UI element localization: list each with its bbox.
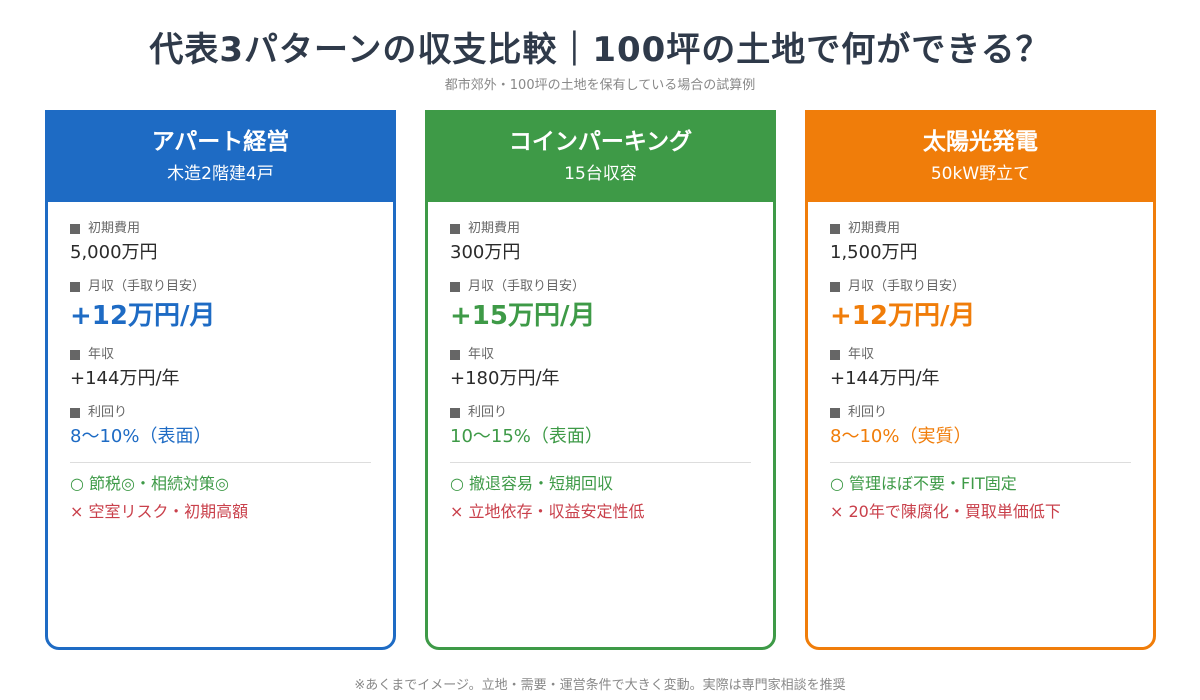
page-title: 代表3パターンの収支比較｜100坪の土地で何ができる？ (149, 30, 1051, 70)
initial-cost-value: 300万円 (450, 242, 521, 263)
pro-text: ○ 節税◎・相続対策◎ (70, 474, 229, 493)
annual-income-value: +144万円/年 (70, 368, 180, 389)
initial-cost-value: 1,500万円 (830, 242, 918, 263)
square-bullet-icon (830, 408, 840, 418)
card-subtitle: 木造2階建4戸 (167, 164, 274, 184)
yield-value: 8〜10%（実質） (830, 426, 972, 447)
pro-text: ○ 撤退容易・短期回収 (450, 474, 614, 493)
monthly-income-value: +12万円/月 (70, 301, 216, 331)
card-header: アパート経営 木造2階建4戸 (48, 113, 393, 202)
monthly-income-value: +15万円/月 (450, 301, 596, 331)
field-label: 年収 (848, 347, 875, 362)
field-monthly: 月収（手取り目安） +15万円/月 (450, 278, 751, 334)
square-bullet-icon (450, 408, 460, 418)
field-label: 月収（手取り目安） (468, 279, 586, 294)
card-title: 太陽光発電 (923, 129, 1038, 155)
square-bullet-icon (70, 408, 80, 418)
monthly-income-value: +12万円/月 (830, 301, 976, 331)
annual-income-value: +144万円/年 (830, 368, 940, 389)
con-text: × 空室リスク・初期高額 (70, 502, 249, 521)
annual-income-value: +180万円/年 (450, 368, 560, 389)
square-bullet-icon (830, 350, 840, 360)
field-label: 利回り (468, 405, 508, 420)
card-solar-power: 太陽光発電 50kW野立て 初期費用 1,500万円 月収（手取り目安） +12… (805, 110, 1156, 650)
card-body: 初期費用 1,500万円 月収（手取り目安） +12万円/月 年収 +144万円… (808, 202, 1153, 525)
card-grid: アパート経営 木造2階建4戸 初期費用 5,000万円 月収（手取り目安） +1… (45, 110, 1157, 650)
field-initial-cost: 初期費用 1,500万円 (830, 220, 1131, 266)
square-bullet-icon (70, 350, 80, 360)
field-yield: 利回り 8〜10%（表面） (70, 404, 371, 450)
square-bullet-icon (450, 224, 460, 234)
card-header: コインパーキング 15台収容 (428, 113, 773, 202)
field-label: 月収（手取り目安） (88, 279, 206, 294)
card-subtitle: 50kW野立て (930, 164, 1031, 184)
card-header: 太陽光発電 50kW野立て (808, 113, 1153, 202)
field-label: 初期費用 (468, 221, 521, 236)
field-label: 利回り (88, 405, 128, 420)
field-label: 年収 (468, 347, 495, 362)
field-label: 初期費用 (848, 221, 901, 236)
square-bullet-icon (70, 282, 80, 292)
card-body: 初期費用 5,000万円 月収（手取り目安） +12万円/月 年収 +144万円… (48, 202, 393, 525)
card-apartment: アパート経営 木造2階建4戸 初期費用 5,000万円 月収（手取り目安） +1… (45, 110, 396, 650)
divider (70, 462, 371, 463)
card-subtitle: 15台収容 (564, 164, 637, 184)
footnote: ※あくまでイメージ。立地・需要・運営条件で大きく変動。実際は専門家相談を推奨 (354, 678, 846, 693)
square-bullet-icon (830, 282, 840, 292)
field-annual: 年収 +144万円/年 (830, 346, 1131, 392)
yield-value: 10〜15%（表面） (450, 426, 603, 447)
field-initial-cost: 初期費用 300万円 (450, 220, 751, 266)
field-label: 利回り (848, 405, 888, 420)
card-body: 初期費用 300万円 月収（手取り目安） +15万円/月 年収 +180万円/年… (428, 202, 773, 525)
con-text: × 立地依存・収益安定性低 (450, 502, 645, 521)
field-yield: 利回り 8〜10%（実質） (830, 404, 1131, 450)
field-yield: 利回り 10〜15%（表面） (450, 404, 751, 450)
field-label: 初期費用 (88, 221, 141, 236)
con-text: × 20年で陳腐化・買取単価低下 (830, 502, 1061, 521)
field-annual: 年収 +144万円/年 (70, 346, 371, 392)
initial-cost-value: 5,000万円 (70, 242, 158, 263)
yield-value: 8〜10%（表面） (70, 426, 212, 447)
divider (830, 462, 1131, 463)
field-label: 年収 (88, 347, 115, 362)
pro-text: ○ 管理ほぼ不要・FIT固定 (830, 474, 1017, 493)
field-annual: 年収 +180万円/年 (450, 346, 751, 392)
square-bullet-icon (450, 282, 460, 292)
page-subtitle: 都市郊外・100坪の土地を保有している場合の試算例 (444, 78, 756, 93)
field-label: 月収（手取り目安） (848, 279, 966, 294)
card-title: コインパーキング (508, 129, 693, 155)
card-title: アパート経営 (151, 129, 290, 155)
divider (450, 462, 751, 463)
square-bullet-icon (450, 350, 460, 360)
field-monthly: 月収（手取り目安） +12万円/月 (70, 278, 371, 334)
square-bullet-icon (70, 224, 80, 234)
field-initial-cost: 初期費用 5,000万円 (70, 220, 371, 266)
field-monthly: 月収（手取り目安） +12万円/月 (830, 278, 1131, 334)
card-coin-parking: コインパーキング 15台収容 初期費用 300万円 月収（手取り目安） +15万… (425, 110, 776, 650)
square-bullet-icon (830, 224, 840, 234)
